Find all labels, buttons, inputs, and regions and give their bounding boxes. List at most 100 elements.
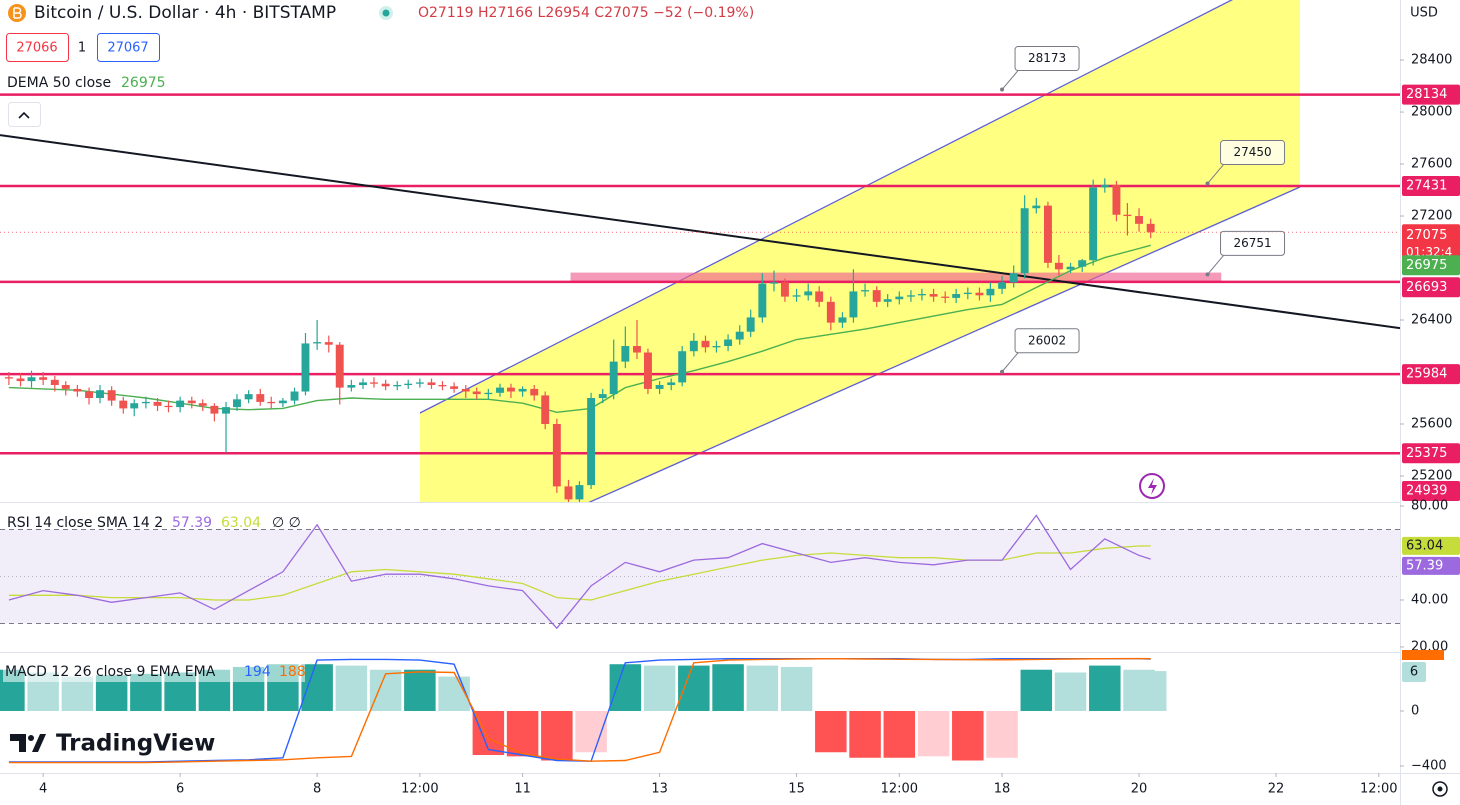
zone: [570, 272, 1222, 282]
candle-body: [758, 283, 767, 318]
candle-body: [1032, 205, 1041, 209]
bid-box[interactable]: [6, 33, 69, 62]
note-anchor: [1205, 181, 1210, 186]
rsi-value-label: 57.39: [1406, 558, 1443, 573]
candle-body: [975, 292, 984, 296]
candle-body: [73, 388, 82, 392]
candle-body: [4, 377, 13, 379]
candle-body: [187, 400, 196, 404]
settings-icon[interactable]: [1432, 781, 1448, 797]
macd-histogram-bar: [541, 710, 573, 761]
candle-body: [290, 391, 299, 401]
candle-body: [746, 317, 755, 332]
y-tick-label: 25200: [1411, 469, 1452, 484]
y-tick-label: −400: [1411, 759, 1447, 774]
candle-body: [27, 377, 36, 382]
candle-body: [438, 385, 447, 387]
y-tick-label: 80.00: [1411, 499, 1448, 514]
histogram-label-bg: [1402, 662, 1426, 682]
candle-body: [484, 392, 493, 395]
candle-body: [347, 385, 356, 388]
ask-box[interactable]: [97, 33, 160, 62]
candle-body: [141, 401, 150, 404]
candle-body: [1089, 187, 1098, 261]
candle-body: [119, 400, 128, 409]
candle-body: [564, 486, 573, 500]
candle-body: [244, 394, 253, 400]
last-price-label-bg: [1402, 224, 1460, 263]
price-pane: 28173 27450 26751 26002: [0, 0, 1400, 502]
logo-dot: [28, 735, 34, 741]
candle-body: [883, 299, 892, 302]
note-label: 27450: [1233, 145, 1271, 159]
candle-body: [861, 290, 870, 292]
channel-lower: [588, 186, 1301, 502]
rsi-line: [8, 514, 1151, 630]
candle-body: [552, 424, 561, 487]
candle-body: [530, 388, 539, 396]
macd-histogram-bar: [335, 665, 368, 711]
x-tick-label: 12:00: [401, 782, 438, 797]
candle-body: [427, 382, 436, 386]
dema-label: 26975: [1406, 258, 1447, 273]
candle-body: [153, 401, 162, 406]
level-label: 26693: [1406, 280, 1447, 295]
note-label: 26751: [1233, 236, 1271, 250]
x-tick-label: 12:00: [1360, 782, 1397, 797]
candle-body: [50, 379, 59, 386]
x-tick-label: 8: [313, 782, 321, 797]
x-tick-label: 20: [1131, 782, 1148, 797]
candle-body: [404, 383, 413, 386]
note-label: 28173: [1028, 51, 1066, 65]
note-box: [1220, 230, 1286, 256]
candle-body: [39, 377, 48, 380]
note-connector: [1001, 70, 1019, 90]
candle-body: [826, 301, 835, 323]
candle-body: [541, 395, 550, 425]
candle-body: [598, 394, 607, 399]
candle-body: [701, 340, 710, 348]
candle-body: [1066, 266, 1075, 270]
rsi-value-label: 63.04: [1406, 538, 1443, 553]
candle-body: [507, 387, 515, 392]
price-axis-bg: [1400, 0, 1460, 773]
candle-body: [952, 294, 961, 298]
candle-body: [176, 400, 185, 408]
y-tick-label: 40.00: [1411, 592, 1448, 607]
macd-histogram-bar: [986, 710, 1018, 758]
macd-histogram-bar: [780, 666, 813, 711]
candle-body: [998, 282, 1007, 289]
candle-body: [986, 288, 995, 296]
candle-body: [735, 331, 744, 340]
candle-body: [324, 342, 333, 345]
candle-body: [804, 291, 813, 296]
candle-body: [222, 407, 230, 414]
candle-body: [1043, 205, 1052, 263]
candle-body: [838, 317, 847, 323]
macd-histogram-bar: [1054, 672, 1087, 711]
note-connector: [1207, 255, 1224, 275]
y-tick-label: 27600: [1411, 157, 1452, 172]
rsi-sma-legend-value: 63.04: [221, 515, 261, 531]
macd-histogram-bar: [1020, 669, 1053, 711]
candle-body: [1100, 184, 1109, 188]
rsi-legend: RSI 14 close SMA 14 2: [7, 515, 163, 531]
candle-body: [461, 388, 470, 392]
candle-body: [1146, 223, 1155, 233]
rsi-value-label-bg: [1402, 556, 1460, 575]
candle-body: [1009, 273, 1018, 283]
signal-axis-label-bg: [1402, 650, 1444, 660]
x-tick-label: 18: [994, 782, 1011, 797]
status-dot: [382, 9, 390, 17]
note-connector: [1001, 352, 1019, 373]
rsi-value-label-bg: [1402, 536, 1460, 555]
macd-histogram-bar: [609, 664, 642, 711]
candle-body: [1123, 214, 1132, 217]
macd-histogram-bar: [61, 676, 94, 711]
y-tick-label: 27200: [1411, 209, 1452, 224]
candle-body: [267, 401, 276, 404]
note-box: [1014, 328, 1080, 354]
bid-price: 27066: [16, 41, 57, 56]
candle-body: [233, 399, 241, 408]
